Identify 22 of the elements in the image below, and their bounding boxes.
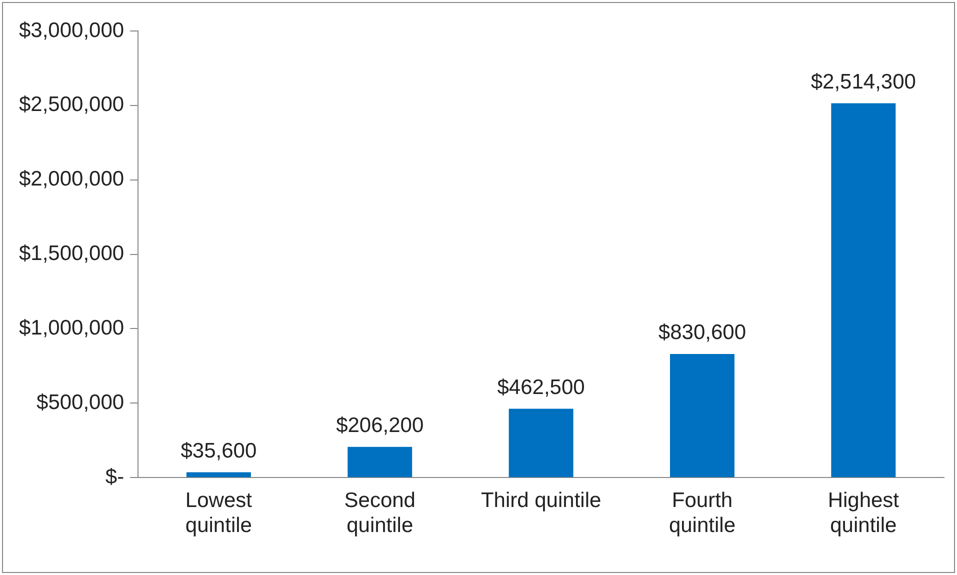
y-tick-label: $- [105,465,124,488]
data-label: $206,200 [336,414,424,438]
bar [348,446,412,478]
bar [831,103,896,478]
data-label: $830,600 [658,321,746,344]
data-label: $35,600 [180,440,257,463]
data-label: $462,500 [497,376,585,400]
y-tick-label: $1,000,000 [18,316,124,340]
bar [186,472,251,478]
x-tick-label: Lowest quintile [185,488,252,538]
x-tick-label: Highest quintile [828,488,900,538]
bar [508,408,574,478]
y-tick-label: $2,000,000 [18,168,124,191]
x-tick-label: Second quintile [344,488,416,538]
x-tick-label: Fourth quintile [668,488,736,538]
y-tick-label: $1,500,000 [18,242,124,266]
data-label: $2,514,300 [810,70,916,94]
y-tick-label: $2,500,000 [18,93,124,116]
y-tick-label: $3,000,000 [18,18,124,42]
y-tick-label: $500,000 [36,390,124,414]
bar [670,354,734,478]
x-tick-label: Third quintile [480,488,602,512]
